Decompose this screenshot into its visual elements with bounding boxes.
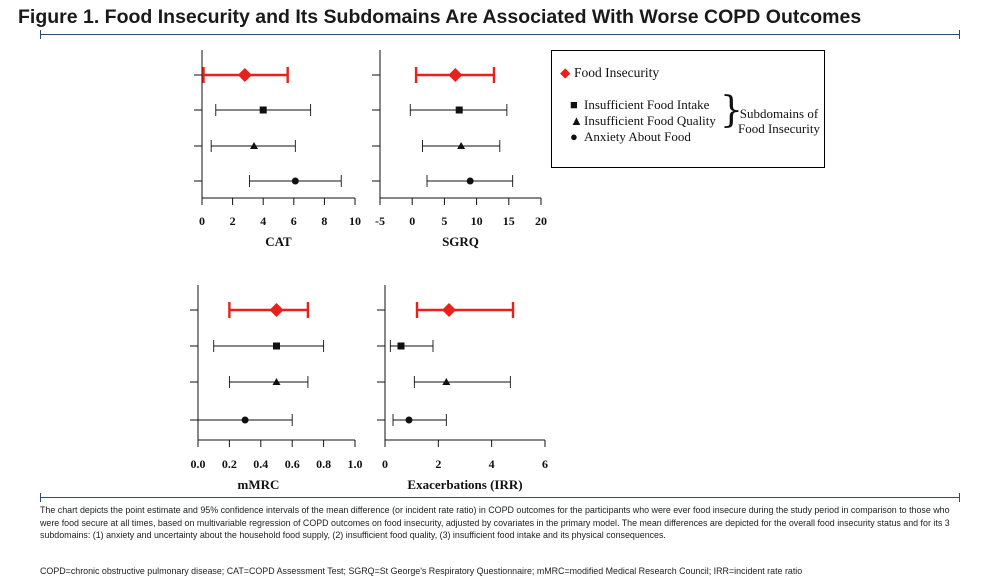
x-tick-label: 0.0 — [191, 457, 206, 471]
estimate-marker-insufficient-quality — [457, 142, 466, 149]
abbreviations: COPD=chronic obstructive pulmonary disea… — [40, 566, 803, 576]
triangle-icon: ▲ — [570, 113, 583, 128]
x-tick-label: 0.6 — [285, 457, 300, 471]
estimate-marker-food-insecurity — [237, 68, 252, 82]
estimate-marker-food-insecurity — [269, 303, 284, 317]
legend-label: Insufficient Food Quality — [584, 113, 716, 128]
x-tick-label: 10 — [349, 214, 361, 228]
legend-group-line: Subdomains of — [739, 106, 819, 121]
caption: The chart depicts the point estimate and… — [40, 505, 950, 540]
x-tick-label: 8 — [321, 214, 327, 228]
x-tick-label: 6 — [291, 214, 297, 228]
legend-item-insufficient-quality: ▲Insufficient Food Quality — [570, 113, 716, 129]
estimate-marker-anxiety — [241, 416, 249, 424]
x-axis-title: CAT — [265, 234, 292, 249]
x-tick-label: 4 — [489, 457, 495, 471]
x-tick-label: 0 — [382, 457, 388, 471]
x-tick-label: 15 — [503, 214, 515, 228]
square-icon: ■ — [570, 97, 578, 112]
legend-label: Insufficient Food Intake — [584, 97, 710, 112]
estimate-marker-anxiety — [405, 416, 413, 424]
x-tick-label: 0 — [409, 214, 415, 228]
x-tick-label: 6 — [542, 457, 548, 471]
estimate-marker-insufficient-quality — [250, 142, 259, 149]
estimate-marker-food-insecurity — [448, 68, 463, 82]
estimate-marker-insufficient-intake — [397, 342, 405, 350]
x-tick-label: 0.4 — [253, 457, 268, 471]
estimate-marker-insufficient-intake — [259, 106, 267, 114]
legend-item-food-insecurity: ◆ Food Insecurity — [560, 65, 659, 81]
legend-item-anxiety: ● Anxiety About Food — [570, 129, 691, 145]
bottom-rule — [40, 493, 960, 502]
red-diamond-icon: ◆ — [560, 65, 571, 80]
estimate-marker-insufficient-quality — [442, 378, 451, 385]
x-tick-label: 0.8 — [316, 457, 331, 471]
x-tick-label: 2 — [230, 214, 236, 228]
legend-label: Anxiety About Food — [584, 129, 691, 144]
top-rule — [40, 30, 960, 39]
figure-title: Figure 1. Food Insecurity and Its Subdom… — [18, 6, 862, 28]
x-tick-label: -5 — [375, 214, 385, 228]
estimate-marker-food-insecurity — [442, 303, 456, 317]
legend-subdomain-group: Subdomains of Food Insecurity — [738, 106, 820, 136]
x-tick-label: 10 — [471, 214, 483, 228]
x-axis-title: mMRC — [238, 477, 280, 492]
x-tick-label: 20 — [535, 214, 547, 228]
legend-item-insufficient-intake: ■ Insufficient Food Intake — [570, 97, 709, 113]
circle-icon: ● — [570, 129, 578, 144]
estimate-marker-insufficient-quality — [272, 378, 281, 385]
x-tick-label: 0.2 — [222, 457, 237, 471]
brace-icon: } — [720, 90, 743, 131]
estimate-marker-insufficient-intake — [455, 106, 463, 114]
estimate-marker-anxiety — [466, 177, 474, 185]
x-axis-title: Exacerbations (IRR) — [407, 477, 522, 492]
x-tick-label: 5 — [441, 214, 447, 228]
estimate-marker-anxiety — [291, 177, 299, 185]
x-tick-label: 1.0 — [348, 457, 363, 471]
legend: ◆ Food Insecurity ■ Insufficient Food Inta… — [551, 50, 825, 168]
estimate-marker-insufficient-intake — [273, 342, 280, 350]
x-tick-label: 2 — [435, 457, 441, 471]
x-tick-label: 4 — [260, 214, 266, 228]
legend-group-line: Food Insecurity — [738, 121, 820, 136]
legend-label: Food Insecurity — [574, 65, 660, 80]
x-axis-title: SGRQ — [442, 234, 479, 249]
x-tick-label: 0 — [199, 214, 205, 228]
